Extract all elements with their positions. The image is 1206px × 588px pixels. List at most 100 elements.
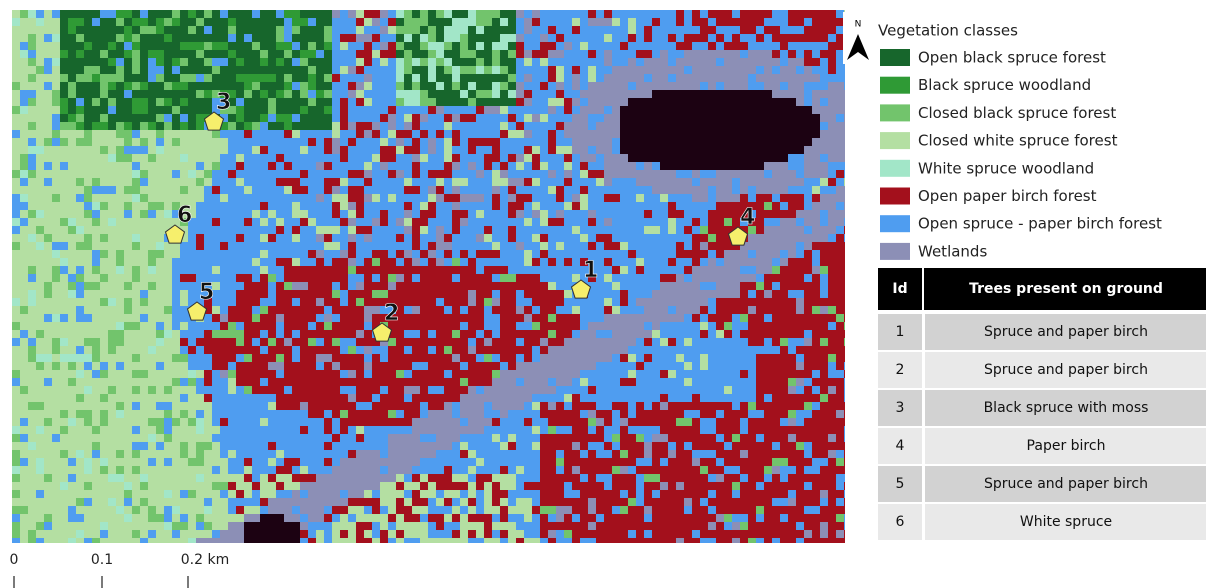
map-cell xyxy=(252,226,260,234)
map-cell xyxy=(684,90,692,98)
map-cell xyxy=(84,34,92,42)
map-cell xyxy=(524,186,532,194)
map-cell xyxy=(172,378,180,386)
map-cell xyxy=(540,98,548,106)
map-cell xyxy=(612,10,620,18)
map-cell xyxy=(332,26,340,34)
map-cell xyxy=(172,170,180,178)
map-cell xyxy=(564,26,572,34)
map-cell xyxy=(436,202,444,210)
map-cell xyxy=(588,122,596,130)
map-cell xyxy=(660,154,668,162)
map-cell xyxy=(68,34,76,42)
map-cell xyxy=(764,298,772,306)
map-cell xyxy=(548,138,556,146)
map-cell xyxy=(620,178,628,186)
map-cell xyxy=(116,314,124,322)
map-cell xyxy=(724,82,732,90)
map-cell xyxy=(548,122,556,130)
map-cell xyxy=(780,370,788,378)
map-cell xyxy=(844,330,845,338)
map-cell xyxy=(540,194,548,202)
map-cell xyxy=(236,274,244,282)
map-cell xyxy=(828,122,836,130)
map-cell xyxy=(28,10,36,18)
map-cell xyxy=(660,322,668,330)
map-cell xyxy=(300,298,308,306)
map-cell xyxy=(172,330,180,338)
map-cell xyxy=(676,34,684,42)
map-cell xyxy=(92,306,100,314)
map-cell xyxy=(452,82,460,90)
map-cell xyxy=(836,226,844,234)
map-cell xyxy=(572,50,580,58)
map-cell xyxy=(468,298,476,306)
map-cell xyxy=(708,146,716,154)
map-cell xyxy=(260,26,268,34)
map-cell xyxy=(108,130,116,138)
map-cell xyxy=(804,106,812,114)
map-cell xyxy=(460,386,468,394)
map-cell xyxy=(700,362,708,370)
map-cell xyxy=(316,330,324,338)
map-cell xyxy=(660,258,668,266)
map-cell xyxy=(236,250,244,258)
map-cell xyxy=(780,346,788,354)
map-cell xyxy=(348,266,356,274)
map-cell xyxy=(180,330,188,338)
map-cell xyxy=(268,362,276,370)
map-cell xyxy=(300,194,308,202)
map-cell xyxy=(140,170,148,178)
map-cell xyxy=(316,26,324,34)
map-cell xyxy=(36,322,44,330)
map-cell xyxy=(564,282,572,290)
map-cell xyxy=(620,250,628,258)
map-cell xyxy=(308,138,316,146)
map-cell xyxy=(636,162,644,170)
map-cell xyxy=(156,386,164,394)
map-cell xyxy=(180,66,188,74)
map-cell xyxy=(60,266,68,274)
map-cell xyxy=(324,58,332,66)
map-cell xyxy=(420,346,428,354)
map-cell xyxy=(444,66,452,74)
map-cell xyxy=(268,210,276,218)
map-cell xyxy=(348,82,356,90)
map-cell xyxy=(596,10,604,18)
map-cell xyxy=(36,290,44,298)
map-cell xyxy=(180,298,188,306)
map-cell xyxy=(788,82,796,90)
map-cell xyxy=(324,162,332,170)
map-cell xyxy=(332,322,340,330)
map-cell xyxy=(332,218,340,226)
map-cell xyxy=(692,178,700,186)
map-cell xyxy=(308,370,316,378)
map-cell xyxy=(844,250,845,258)
map-cell xyxy=(12,250,20,258)
map-cell xyxy=(148,66,156,74)
map-cell xyxy=(740,362,748,370)
map-cell xyxy=(332,242,340,250)
map-cell xyxy=(308,354,316,362)
map-cell xyxy=(564,338,572,346)
map-cell xyxy=(460,42,468,50)
map-cell xyxy=(388,258,396,266)
map-cell xyxy=(220,162,228,170)
map-cell xyxy=(828,114,836,122)
map-cell xyxy=(444,18,452,26)
map-cell xyxy=(548,258,556,266)
map-cell xyxy=(532,250,540,258)
map-cell xyxy=(724,290,732,298)
map-cell xyxy=(772,130,780,138)
map-cell xyxy=(660,82,668,90)
map-cell xyxy=(68,378,76,386)
map-cell xyxy=(148,74,156,82)
map-cell xyxy=(252,66,260,74)
map-cell xyxy=(276,82,284,90)
map-cell xyxy=(828,346,836,354)
map-cell xyxy=(52,58,60,66)
map-cell xyxy=(476,98,484,106)
map-cell xyxy=(700,178,708,186)
map-cell xyxy=(124,210,132,218)
map-cell xyxy=(684,322,692,330)
